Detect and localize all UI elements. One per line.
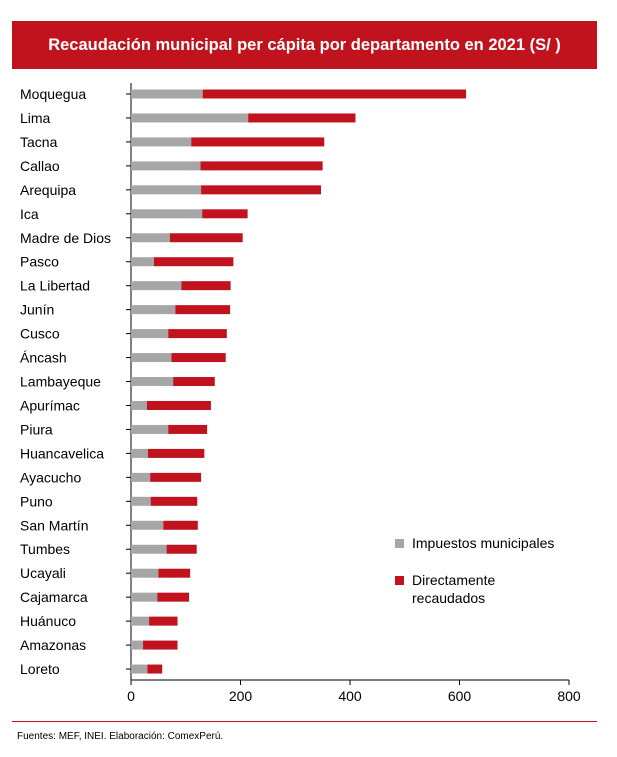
category-label: Moquegua [20,86,86,102]
bar-impuestos-municipales [131,472,151,482]
x-tick-label: 0 [127,688,135,704]
bar-directamente-recaudados [181,281,231,291]
bar-directamente-recaudados [202,209,248,219]
bar-impuestos-municipales [131,137,192,147]
bar-directamente-recaudados [158,568,191,578]
bar-directamente-recaudados [153,257,234,267]
category-label: Tumbes [20,541,70,557]
bar-impuestos-municipales [131,257,154,267]
category-label: Huánuco [20,613,76,629]
bar-impuestos-municipales [131,161,201,171]
bar-impuestos-municipales [131,400,147,410]
bar-directamente-recaudados [166,544,197,554]
legend-swatch-directos [395,576,404,585]
bar-directamente-recaudados [150,472,202,482]
category-label: Lima [20,110,51,126]
category-label: Cajamarca [20,589,88,605]
category-label: Apurímac [20,397,80,413]
bar-directamente-recaudados [201,185,321,195]
category-label: Arequipa [20,182,76,198]
category-label: Callao [20,158,60,174]
bar-impuestos-municipales [131,520,164,530]
category-label: Ayacucho [20,469,81,485]
x-tick-label: 200 [229,688,253,704]
bar-directamente-recaudados [202,89,467,99]
bar-directamente-recaudados [248,113,356,123]
bar-directamente-recaudados [146,400,211,410]
x-tick-label: 800 [557,688,581,704]
category-label: Tacna [20,134,58,150]
x-tick-label: 400 [338,688,362,704]
bar-impuestos-municipales [131,568,159,578]
x-tick-label: 600 [448,688,472,704]
title-banner: Recaudación municipal per cápita por dep… [12,21,597,69]
category-label: Huancavelica [20,445,104,461]
bar-impuestos-municipales [131,448,148,458]
bar-impuestos-municipales [131,616,150,626]
legend-swatch-impuestos [395,539,404,548]
bar-impuestos-municipales [131,185,202,195]
bar-impuestos-municipales [131,640,144,650]
bar-directamente-recaudados [169,233,243,243]
category-label: Ica [20,206,39,222]
bar-directamente-recaudados [168,329,227,339]
bar-impuestos-municipales [131,496,151,506]
category-label: Piura [20,421,53,437]
bar-impuestos-municipales [131,592,158,602]
bar-directamente-recaudados [163,520,198,530]
bar-directamente-recaudados [147,664,163,674]
bar-directamente-recaudados [168,424,208,434]
bar-directamente-recaudados [143,640,178,650]
footer-divider [12,721,597,722]
bar-impuestos-municipales [131,305,176,315]
source-note: Fuentes: MEF, INEI. Elaboración: ComexPe… [17,731,224,742]
bar-directamente-recaudados [173,377,215,387]
category-label: Cusco [20,326,60,342]
bar-directamente-recaudados [191,137,325,147]
category-label: Amazonas [20,637,86,653]
bar-directamente-recaudados [200,161,323,171]
bar-impuestos-municipales [131,329,169,339]
bar-impuestos-municipales [131,664,148,674]
bar-impuestos-municipales [131,113,249,123]
category-label: Madre de Dios [20,230,111,246]
category-label: Lambayeque [20,374,101,390]
category-label: Loreto [20,661,60,677]
bar-impuestos-municipales [131,281,182,291]
category-label: Puno [20,493,53,509]
category-label: Ucayali [20,565,66,581]
bar-impuestos-municipales [131,89,203,99]
legend-label-impuestos: Impuestos municipales [412,535,554,551]
bar-impuestos-municipales [131,377,174,387]
chart-title: Recaudación municipal per cápita por dep… [48,35,561,54]
bar-impuestos-municipales [131,233,170,243]
legend-label-directos: Directamente recaudados [412,572,495,606]
bar-directamente-recaudados [149,616,178,626]
category-label: Pasco [20,254,59,270]
bar-directamente-recaudados [150,496,198,506]
bar-directamente-recaudados [147,448,205,458]
category-label: Junín [20,302,54,318]
bar-impuestos-municipales [131,353,172,363]
bar-directamente-recaudados [175,305,231,315]
bar-impuestos-municipales [131,209,203,219]
bar-impuestos-municipales [131,544,167,554]
bar-impuestos-municipales [131,424,169,434]
bar-directamente-recaudados [157,592,190,602]
category-label: La Libertad [20,278,90,294]
category-label: Áncash [20,350,67,366]
bar-directamente-recaudados [171,353,226,363]
category-label: San Martín [20,517,88,533]
